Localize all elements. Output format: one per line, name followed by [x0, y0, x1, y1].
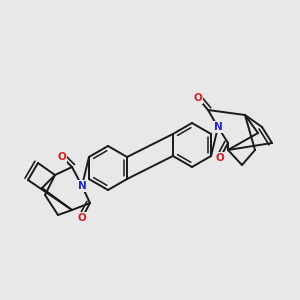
- Text: O: O: [58, 152, 66, 162]
- Text: N: N: [214, 122, 222, 132]
- Text: N: N: [78, 181, 86, 191]
- Text: O: O: [78, 213, 86, 223]
- Text: O: O: [194, 93, 202, 103]
- Text: O: O: [216, 153, 224, 163]
